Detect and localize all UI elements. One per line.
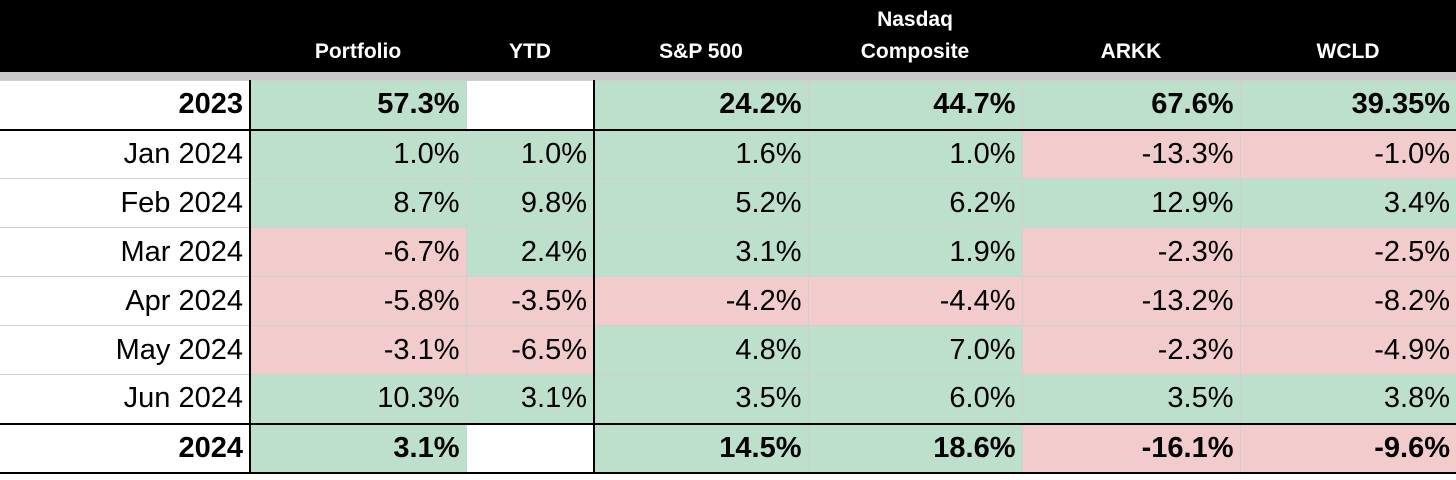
nasdaq-cell: 1.0% <box>807 129 1023 179</box>
ytd-cell <box>465 422 595 474</box>
row-label: May 2024 <box>0 325 251 375</box>
wcld-cell: -8.2% <box>1239 276 1456 326</box>
nasdaq-cell: 1.9% <box>807 227 1023 277</box>
summary-row: 2023 57.3% 24.2% 44.7% 67.6% 39.35% <box>0 80 1456 131</box>
ytd-cell: 1.0% <box>465 129 595 179</box>
portfolio-cell: -6.7% <box>249 227 467 277</box>
wcld-cell: -1.0% <box>1239 129 1456 179</box>
row-label: 2024 <box>0 422 251 474</box>
portfolio-cell: 10.3% <box>249 374 467 424</box>
row-label: Apr 2024 <box>0 276 251 326</box>
wcld-cell: -9.6% <box>1239 422 1456 474</box>
arkk-cell: 3.5% <box>1021 374 1241 424</box>
header-nasdaq-line1: Nasdaq <box>877 8 953 31</box>
header-arkk: ARKK <box>1100 40 1162 63</box>
portfolio-cell: 3.1% <box>249 422 467 474</box>
arkk-cell: -2.3% <box>1021 325 1241 375</box>
ytd-cell: -6.5% <box>465 325 595 375</box>
sp500-cell: -4.2% <box>593 276 809 326</box>
table-row: Mar 2024 -6.7% 2.4% 3.1% 1.9% -2.3% -2.5% <box>0 227 1456 277</box>
sp500-cell: 14.5% <box>593 422 809 474</box>
header-divider <box>0 72 1456 80</box>
header-ytd: YTD <box>509 40 551 63</box>
portfolio-cell: 8.7% <box>249 178 467 228</box>
ytd-cell: 9.8% <box>465 178 595 228</box>
ytd-cell: 3.1% <box>465 374 595 424</box>
table-row: Feb 2024 8.7% 9.8% 5.2% 6.2% 12.9% 3.4% <box>0 178 1456 228</box>
header-sp500: S&P 500 <box>659 40 743 63</box>
row-label: Feb 2024 <box>0 178 251 228</box>
header-wcld: WCLD <box>1316 40 1380 63</box>
nasdaq-cell: 6.2% <box>807 178 1023 228</box>
wcld-cell: 39.35% <box>1239 80 1456 131</box>
arkk-cell: -2.3% <box>1021 227 1241 277</box>
sp500-cell: 3.5% <box>593 374 809 424</box>
arkk-cell: -13.2% <box>1021 276 1241 326</box>
arkk-cell: 12.9% <box>1021 178 1241 228</box>
row-label: 2023 <box>0 80 251 131</box>
row-label: Jun 2024 <box>0 374 251 424</box>
arkk-cell: -16.1% <box>1021 422 1241 474</box>
header-portfolio: Portfolio <box>314 40 402 63</box>
ytd-cell: -3.5% <box>465 276 595 326</box>
ytd-cell <box>465 80 595 131</box>
nasdaq-cell: 44.7% <box>807 80 1023 131</box>
sp500-cell: 5.2% <box>593 178 809 228</box>
table-header: Portfolio YTD S&P 500 Nasdaq Composite A… <box>0 0 1456 72</box>
portfolio-cell: -3.1% <box>249 325 467 375</box>
header-nasdaq-line2: Composite <box>860 40 970 63</box>
row-label: Mar 2024 <box>0 227 251 277</box>
wcld-cell: -2.5% <box>1239 227 1456 277</box>
nasdaq-cell: 18.6% <box>807 422 1023 474</box>
arkk-cell: -13.3% <box>1021 129 1241 179</box>
table-row: May 2024 -3.1% -6.5% 4.8% 7.0% -2.3% -4.9% <box>0 325 1456 375</box>
row-label: Jan 2024 <box>0 129 251 179</box>
nasdaq-cell: 6.0% <box>807 374 1023 424</box>
returns-grid: 2023 57.3% 24.2% 44.7% 67.6% 39.35% Jan 2024 1.… <box>0 80 1456 474</box>
portfolio-cell: 1.0% <box>249 129 467 179</box>
wcld-cell: -4.9% <box>1239 325 1456 375</box>
table-row: Apr 2024 -5.8% -3.5% -4.2% -4.4% -13.2% -8.2% <box>0 276 1456 326</box>
sp500-cell: 4.8% <box>593 325 809 375</box>
sp500-cell: 1.6% <box>593 129 809 179</box>
wcld-cell: 3.4% <box>1239 178 1456 228</box>
arkk-cell: 67.6% <box>1021 80 1241 131</box>
summary-row: 2024 3.1% 14.5% 18.6% -16.1% -9.6% <box>0 422 1456 474</box>
sp500-cell: 24.2% <box>593 80 809 131</box>
table-row: Jun 2024 10.3% 3.1% 3.5% 6.0% 3.5% 3.8% <box>0 374 1456 424</box>
portfolio-cell: 57.3% <box>249 80 467 131</box>
sp500-cell: 3.1% <box>593 227 809 277</box>
nasdaq-cell: -4.4% <box>807 276 1023 326</box>
ytd-cell: 2.4% <box>465 227 595 277</box>
portfolio-cell: -5.8% <box>249 276 467 326</box>
table-row: Jan 2024 1.0% 1.0% 1.6% 1.0% -13.3% -1.0% <box>0 129 1456 179</box>
wcld-cell: 3.8% <box>1239 374 1456 424</box>
nasdaq-cell: 7.0% <box>807 325 1023 375</box>
